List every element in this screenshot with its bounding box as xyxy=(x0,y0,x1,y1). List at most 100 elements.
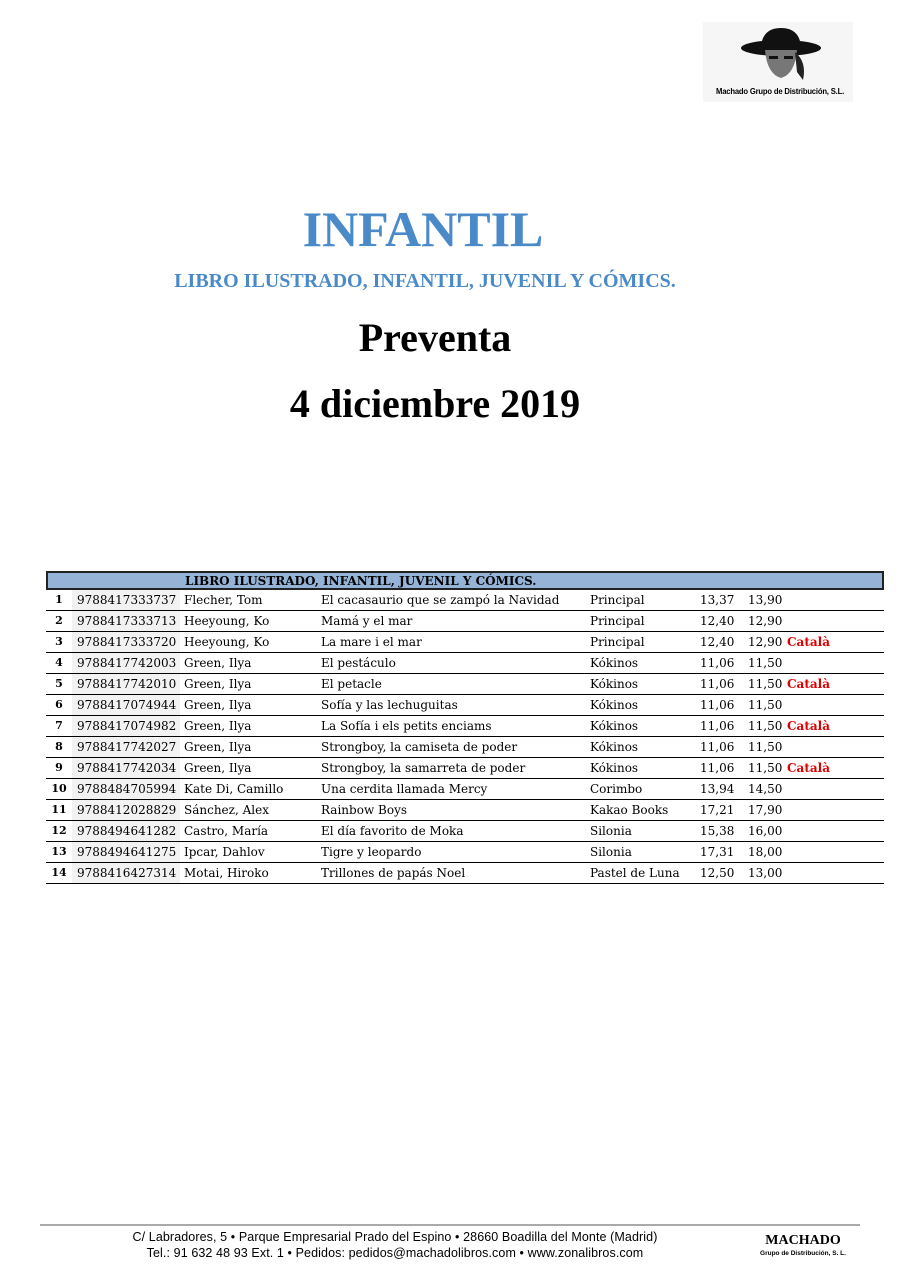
table-row: 7 9788417074982 Green, Ilya La Sofía i els … xyxy=(46,716,884,737)
cell-pvp: 13,00 xyxy=(748,866,783,880)
table-row: 6 9788417074944 Green, Ilya Sofía y las lec… xyxy=(46,695,884,716)
cell-isbn: 9788416427314 xyxy=(72,863,180,883)
cell-price: 13,94 xyxy=(700,782,735,796)
cell-note: Català xyxy=(787,761,830,775)
cell-num: 4 xyxy=(55,656,63,669)
footer-brand: MACHADO xyxy=(765,1233,841,1248)
heading: Preventa xyxy=(358,315,512,360)
cell-pvp: 18,00 xyxy=(748,845,783,859)
cell-pvp: 11,50 xyxy=(748,698,783,712)
cell-isbn: 9788494641275 xyxy=(72,842,180,862)
cell-publisher: Principal xyxy=(590,593,645,607)
cell-isbn: 9788417742010 xyxy=(72,674,180,694)
cell-publisher: Silonia xyxy=(590,824,632,838)
cell-isbn: 9788417742003 xyxy=(72,653,180,673)
cell-publisher: Kókinos xyxy=(590,698,639,712)
cell-author: Heeyoung, Ko xyxy=(184,635,270,649)
cell-num: 7 xyxy=(55,719,63,732)
page-title: INFANTIL xyxy=(302,201,544,257)
date: 4 diciembre 2019 xyxy=(289,381,581,426)
cell-pvp: 13,90 xyxy=(748,593,783,607)
cell-num: 3 xyxy=(55,635,63,648)
cell-publisher: Corimbo xyxy=(590,782,643,796)
cell-author: Kate Di, Camillo xyxy=(184,782,284,796)
table-row: 14 9788416427314 Motai, Hiroko Trillones de… xyxy=(46,863,884,884)
cell-title: El día favorito de Moka xyxy=(321,824,464,838)
cell-isbn: 9788417333713 xyxy=(72,611,180,631)
cell-title: El petacle xyxy=(321,677,382,691)
cell-title: Mamá y el mar xyxy=(321,614,413,628)
table-row: 3 9788417333720 Heeyoung, Ko La mare i el m… xyxy=(46,632,884,653)
cell-note: Català xyxy=(787,635,830,649)
cell-publisher: Kókinos xyxy=(590,656,639,670)
cell-pvp: 11,50 xyxy=(748,761,783,775)
table-row: 1 9788417333737 Flecher, Tom El cacasaurio … xyxy=(46,590,884,611)
cell-title: Sofía y las lechuguitas xyxy=(321,698,458,712)
cell-price: 12,40 xyxy=(700,635,735,649)
table-header-label: LIBRO ILUSTRADO, INFANTIL, JUVENIL Y CÓM… xyxy=(185,574,537,588)
cell-pvp: 17,90 xyxy=(748,803,783,817)
cell-author: Green, Ilya xyxy=(184,740,252,754)
cell-price: 11,06 xyxy=(700,740,735,754)
footer-brand-sub: Grupo de Distribución, S. L. xyxy=(760,1250,846,1257)
cell-author: Castro, María xyxy=(184,824,269,838)
cell-title: El pestáculo xyxy=(321,656,396,670)
cell-author: Motai, Hiroko xyxy=(184,866,269,880)
cell-price: 13,37 xyxy=(700,593,735,607)
cell-price: 17,31 xyxy=(700,845,735,859)
cell-title: Tigre y leopardo xyxy=(321,845,422,859)
table-header: LIBRO ILUSTRADO, INFANTIL, JUVENIL Y CÓM… xyxy=(46,571,884,590)
table-row: 4 9788417742003 Green, Ilya El pestáculo Kók… xyxy=(46,653,884,674)
cell-publisher: Kókinos xyxy=(590,719,639,733)
cell-pvp: 11,50 xyxy=(748,719,783,733)
cell-publisher: Principal xyxy=(590,614,645,628)
cell-isbn: 9788484705994 xyxy=(72,779,180,799)
cell-num: 14 xyxy=(51,866,67,879)
footer-divider xyxy=(40,1224,860,1226)
table-row: 5 9788417742010 Green, Ilya El petacle Kókin… xyxy=(46,674,884,695)
cell-price: 11,06 xyxy=(700,761,735,775)
cell-pvp: 11,50 xyxy=(748,740,783,754)
cell-title: La mare i el mar xyxy=(321,635,422,649)
cell-price: 11,06 xyxy=(700,656,735,670)
cell-title: La Sofía i els petits enciams xyxy=(321,719,492,733)
cell-author: Heeyoung, Ko xyxy=(184,614,270,628)
cell-publisher: Kókinos xyxy=(590,677,639,691)
cell-price: 11,06 xyxy=(700,698,735,712)
cell-price: 11,06 xyxy=(700,677,735,691)
cell-title: Strongboy, la samarreta de poder xyxy=(321,761,526,775)
cell-num: 1 xyxy=(55,593,63,606)
cell-publisher: Silonia xyxy=(590,845,632,859)
cell-num: 6 xyxy=(55,698,63,711)
cell-price: 12,50 xyxy=(700,866,735,880)
cell-pvp: 12,90 xyxy=(748,635,783,649)
cell-pvp: 12,90 xyxy=(748,614,783,628)
cell-author: Green, Ilya xyxy=(184,761,252,775)
book-table: LIBRO ILUSTRADO, INFANTIL, JUVENIL Y CÓM… xyxy=(46,571,884,884)
cell-author: Green, Ilya xyxy=(184,656,252,670)
cell-author: Sánchez, Alex xyxy=(184,803,269,817)
cell-num: 11 xyxy=(51,803,67,816)
table-row: 10 9788484705994 Kate Di, Camillo Una cerdi… xyxy=(46,779,884,800)
footer-contact: Tel.: 91 632 48 93 Ext. 1 • Pedidos: ped… xyxy=(146,1246,644,1260)
cell-publisher: Kókinos xyxy=(590,761,639,775)
cell-author: Green, Ilya xyxy=(184,677,252,691)
machado-logo xyxy=(703,22,853,102)
cell-isbn: 9788417074982 xyxy=(72,716,180,736)
cell-isbn: 9788417333737 xyxy=(72,590,180,610)
table-row: 11 9788412028829 Sánchez, Alex Rainbow Boys… xyxy=(46,800,884,821)
cell-num: 5 xyxy=(55,677,63,690)
cell-num: 13 xyxy=(51,845,67,858)
cell-publisher: Pastel de Luna xyxy=(590,866,680,880)
cell-title: Strongboy, la camiseta de poder xyxy=(321,740,518,754)
cell-title: Rainbow Boys xyxy=(321,803,408,817)
table-row: 8 9788417742027 Green, Ilya Strongboy, la c… xyxy=(46,737,884,758)
cell-num: 8 xyxy=(55,740,63,753)
cell-isbn: 9788412028829 xyxy=(72,800,180,820)
cell-pvp: 16,00 xyxy=(748,824,783,838)
cell-pvp: 11,50 xyxy=(748,677,783,691)
cell-publisher: Principal xyxy=(590,635,645,649)
cell-isbn: 9788417742034 xyxy=(72,758,180,778)
cell-num: 10 xyxy=(51,782,67,795)
table-row: 13 9788494641275 Ipcar, Dahlov Tigre y leop… xyxy=(46,842,884,863)
